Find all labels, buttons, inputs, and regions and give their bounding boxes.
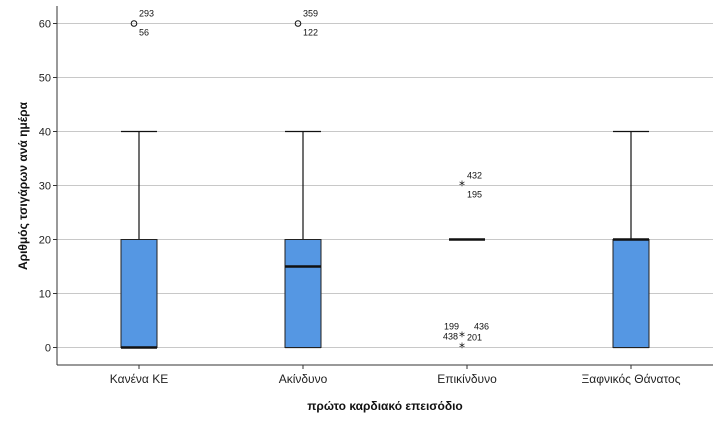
outlier-label: 438 xyxy=(443,332,458,342)
y-tick-label: 40 xyxy=(39,127,51,139)
outlier-star: * xyxy=(459,341,465,355)
outlier: *199 436 438 xyxy=(443,322,489,344)
outlier: *201 xyxy=(459,333,482,355)
boxes xyxy=(120,130,650,349)
y-axis-title: Αριθμός τσιγάρων ανά ημέρα xyxy=(16,101,30,270)
outlier-label: 436 xyxy=(474,322,489,332)
outlier: 359 122 xyxy=(294,9,318,38)
outlier-star: * xyxy=(459,330,465,344)
outlier-label: 359 xyxy=(303,9,318,19)
box-body xyxy=(284,239,322,348)
y-tick-label: 20 xyxy=(39,235,51,247)
x-tick-label: Ακίνδυνο xyxy=(279,372,328,386)
x-axis-title: πρώτο καρδιακό επεισόδιο xyxy=(307,399,463,413)
outlier-label: 201 xyxy=(467,333,482,343)
box xyxy=(120,130,158,349)
x-tick-label: Επικίνδυνο xyxy=(437,372,497,386)
outlier-circle xyxy=(294,20,302,27)
axes: 0 10 20 30 40 50 60 Κανένα ΚΕ Ακίνδυνο Επικίνδυνο… xyxy=(39,6,713,386)
box xyxy=(284,130,322,349)
box-body xyxy=(120,239,158,348)
y-tick-label: 10 xyxy=(39,289,51,301)
outlier-label: 432 xyxy=(467,171,482,181)
y-tick-label: 0 xyxy=(45,343,51,355)
gridlines xyxy=(57,23,713,348)
outlier-label: 122 xyxy=(303,28,318,38)
box xyxy=(612,130,650,349)
y-tick-label: 50 xyxy=(39,73,51,85)
outlier-label: 199 xyxy=(444,322,459,332)
y-tick-label: 30 xyxy=(39,181,51,193)
x-tick-label: Ξαφνικός Θάνατος xyxy=(581,372,680,386)
x-tick-label: Κανένα ΚΕ xyxy=(110,372,168,386)
outlier: *432 195 xyxy=(459,171,482,200)
outlier-circle xyxy=(130,20,138,27)
y-tick-label: 60 xyxy=(39,19,51,31)
outlier: 293 56 xyxy=(130,9,154,38)
outlier-label: 293 xyxy=(139,9,154,19)
box-body xyxy=(612,239,650,348)
outlier-star: * xyxy=(459,179,465,193)
outlier-label: 56 xyxy=(139,28,149,38)
outlier-label: 195 xyxy=(467,190,482,200)
